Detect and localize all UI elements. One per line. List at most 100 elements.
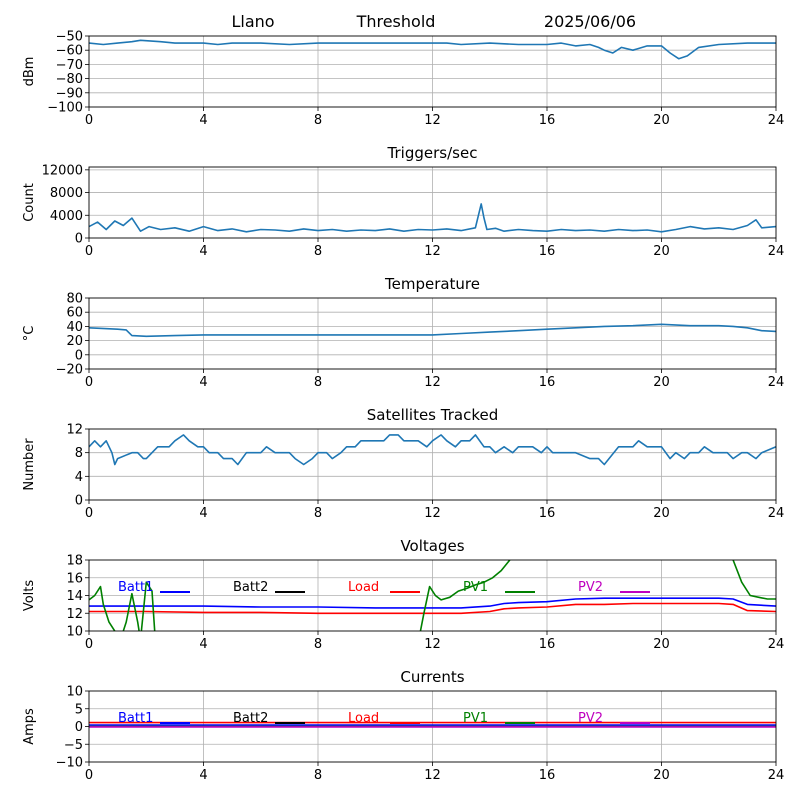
series-line-segment <box>732 560 776 600</box>
y-tick-label: 0 <box>75 348 83 363</box>
y-tick-label: −80 <box>56 72 83 87</box>
y-axis-label: Number <box>22 438 37 491</box>
y-tick-label: 14 <box>66 589 83 604</box>
y-tick-label: −90 <box>56 86 83 101</box>
x-tick-label: 4 <box>199 768 207 783</box>
x-tick-label: 24 <box>768 506 785 521</box>
x-tick-label: 4 <box>199 637 207 652</box>
x-tick-label: 24 <box>768 768 785 783</box>
y-tick-label: −50 <box>56 30 83 45</box>
x-tick-label: 12 <box>424 375 441 390</box>
x-tick-label: 8 <box>314 113 322 128</box>
y-tick-label: 80 <box>66 292 83 307</box>
y-tick-label: 5 <box>75 702 83 717</box>
y-tick-label: 12000 <box>42 163 83 178</box>
y-tick-label: −20 <box>56 363 83 378</box>
header-station: Llano <box>231 12 274 31</box>
y-tick-label: 0 <box>75 494 83 509</box>
x-tick-label: 0 <box>85 113 93 128</box>
y-tick-label: 8000 <box>50 186 83 201</box>
y-tick-label: 0 <box>75 720 83 735</box>
series-line-batt1 <box>89 597 776 609</box>
series-line-0 <box>89 323 776 338</box>
x-tick-label: 12 <box>424 244 441 259</box>
x-tick-label: 8 <box>314 244 322 259</box>
y-axis-label: Count <box>22 183 37 222</box>
subplot-3: 0 4 8 12 16 20 24 0 4 8 12 Number Satellites Tracked <box>22 406 784 521</box>
y-tick-label: 10 <box>66 625 83 640</box>
y-tick-label: −5 <box>64 738 83 753</box>
series-line-0 <box>89 434 776 466</box>
x-tick-label: 20 <box>653 637 670 652</box>
x-tick-label: 8 <box>314 768 322 783</box>
header-date: 2025/06/06 <box>544 12 636 31</box>
y-tick-label: 0 <box>75 232 83 247</box>
x-tick-label: 20 <box>653 113 670 128</box>
x-tick-label: 4 <box>199 375 207 390</box>
x-tick-label: 8 <box>314 375 322 390</box>
y-axis-label: dBm <box>22 57 37 87</box>
y-tick-label: 18 <box>66 554 83 569</box>
y-axis-label: °C <box>22 326 37 342</box>
legend-label-batt1: Batt1 <box>118 711 153 726</box>
x-tick-label: 20 <box>653 244 670 259</box>
y-tick-label: 60 <box>66 306 83 321</box>
header-mode: Threshold <box>356 12 436 31</box>
legend-label-load: Load <box>348 580 379 595</box>
y-tick-label: 8 <box>75 446 83 461</box>
x-tick-label: 20 <box>653 768 670 783</box>
x-tick-label: 24 <box>768 244 785 259</box>
y-tick-label: 4 <box>75 470 83 485</box>
y-tick-label: 4000 <box>50 209 83 224</box>
y-tick-label: −70 <box>56 58 83 73</box>
x-tick-label: 0 <box>85 506 93 521</box>
x-tick-label: 8 <box>314 506 322 521</box>
subplot-title: Triggers/sec <box>387 144 478 162</box>
y-axis-label: Volts <box>22 580 37 612</box>
y-tick-label: 10 <box>66 685 83 700</box>
y-tick-label: −100 <box>47 101 83 116</box>
legend-label-batt2: Batt2 <box>233 711 268 726</box>
x-tick-label: 16 <box>539 375 556 390</box>
legend-label-batt1: Batt1 <box>118 580 153 595</box>
x-tick-label: 20 <box>653 375 670 390</box>
y-tick-label: 12 <box>66 423 83 438</box>
x-tick-label: 16 <box>539 244 556 259</box>
legend-label-pv2: PV2 <box>578 580 603 595</box>
series-line-0 <box>89 203 776 233</box>
x-tick-label: 24 <box>768 637 785 652</box>
series-line-pv1 <box>89 581 156 631</box>
y-tick-label: 16 <box>66 571 83 586</box>
y-tick-label: −60 <box>56 44 83 59</box>
x-tick-label: 12 <box>424 506 441 521</box>
series-line-0 <box>89 39 776 60</box>
x-tick-label: 0 <box>85 768 93 783</box>
subplot-title: Satellites Tracked <box>367 406 498 424</box>
subplot-4: 0 4 8 12 16 20 24 10 12 14 16 18 Volts Voltages Batt1 B… <box>22 537 785 652</box>
x-tick-label: 16 <box>539 506 556 521</box>
x-tick-label: 24 <box>768 375 785 390</box>
y-tick-label: 40 <box>66 320 83 335</box>
x-tick-label: 12 <box>424 637 441 652</box>
x-tick-label: 16 <box>539 113 556 128</box>
legend-label-batt2: Batt2 <box>233 580 268 595</box>
x-tick-label: 16 <box>539 768 556 783</box>
legend-label-pv1: PV1 <box>463 580 488 595</box>
x-tick-label: 4 <box>199 113 207 128</box>
subplot-1: 0 4 8 12 16 20 24 0 4000 8000 12000 Count Triggers/s… <box>22 144 784 259</box>
x-tick-label: 4 <box>199 506 207 521</box>
x-tick-label: 12 <box>424 768 441 783</box>
subplot-title: Currents <box>400 668 464 686</box>
y-tick-label: −10 <box>56 756 83 771</box>
subplot-title: Voltages <box>400 537 464 555</box>
series-line-segment <box>419 560 511 631</box>
y-tick-label: 12 <box>66 607 83 622</box>
legend-label-load: Load <box>348 711 379 726</box>
x-tick-label: 0 <box>85 637 93 652</box>
legend-label-pv2: PV2 <box>578 711 603 726</box>
y-tick-label: 20 <box>66 334 83 349</box>
x-tick-label: 0 <box>85 375 93 390</box>
